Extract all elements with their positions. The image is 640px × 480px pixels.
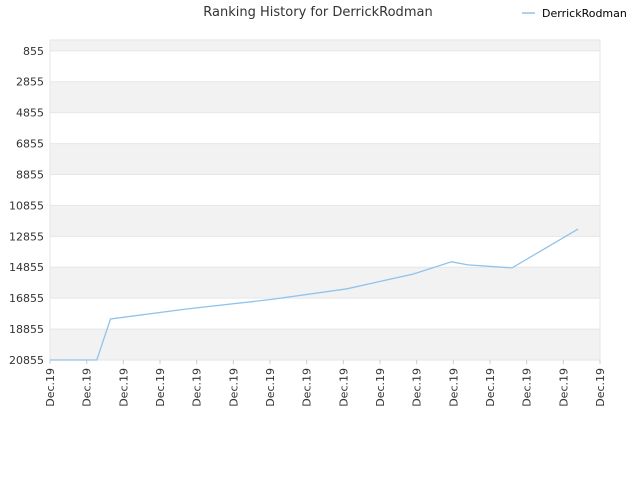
x-tick-label: Dec.19 [191, 368, 204, 407]
x-tick-label: Dec.19 [447, 368, 460, 407]
chart-title: Ranking History for DerrickRodman [203, 5, 432, 20]
series-line [50, 228, 579, 361]
y-tick-label: 12855 [9, 230, 44, 243]
y-tick-label: 20855 [9, 354, 44, 367]
grid-band [50, 329, 600, 360]
grid-band [50, 267, 600, 299]
y-tick-label: 4855 [16, 107, 44, 120]
y-tick-label: 16855 [9, 292, 44, 305]
y-tick-label: 2855 [16, 76, 44, 89]
x-tick-label: Dec.19 [411, 368, 424, 407]
x-tick-label: Dec.19 [154, 368, 167, 407]
legend: DerrickRodman [522, 7, 627, 20]
grid-band [50, 143, 600, 175]
x-tick-label: Dec.19 [301, 368, 314, 407]
x-tick-label: Dec.19 [264, 368, 277, 407]
y-tick-label: 10855 [9, 199, 44, 212]
x-tick-label: Dec.19 [81, 368, 94, 407]
x-tick-label: Dec.19 [374, 368, 387, 407]
x-tick-label: Dec.19 [557, 368, 570, 407]
x-tick-label: Dec.19 [117, 368, 130, 407]
x-tick-label: Dec.19 [521, 368, 534, 407]
y-tick-label: 14855 [9, 261, 44, 274]
y-tick-label: 855 [23, 45, 44, 58]
legend-label: DerrickRodman [542, 7, 627, 20]
grid-band [50, 81, 600, 113]
gridlines [49, 39, 601, 361]
y-axis: 855 2855 4855 6855 8855 10855 12855 14855 16855 1… [9, 45, 44, 367]
y-tick-label: 6855 [16, 138, 44, 151]
x-tick-label: Dec.19 [227, 368, 240, 407]
x-tick-label: Dec.19 [44, 368, 57, 407]
x-tick-label: Dec.19 [484, 368, 497, 407]
plot-area [50, 228, 579, 361]
y-tick-label: 8855 [16, 168, 44, 181]
background-bands [50, 40, 600, 360]
x-tick-label: Dec.19 [594, 368, 607, 407]
grid-band [50, 40, 600, 51]
grid-band [50, 205, 600, 237]
x-tick-label: Dec.19 [337, 368, 350, 407]
y-tick-label: 18855 [9, 323, 44, 336]
x-axis: Dec.19 Dec.19 Dec.19 Dec.19 Dec.19 Dec.19 Dec.… [44, 360, 607, 407]
